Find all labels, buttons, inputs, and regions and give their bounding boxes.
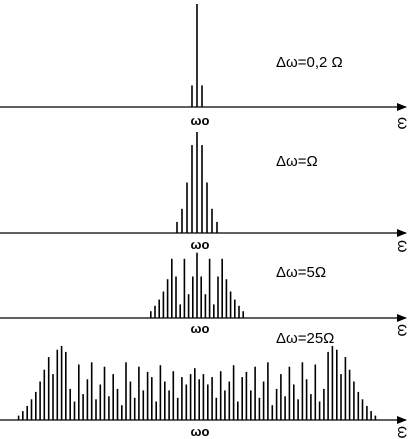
omega-axis-label: ω [394, 117, 411, 130]
center-frequency-label: ωo [191, 237, 210, 252]
center-frequency-label: ωo [191, 321, 210, 336]
center-frequency-label: ωo [191, 424, 210, 439]
omega-axis-label: ω [394, 426, 411, 439]
panel-4: ωo Δω=25Ω ω [0, 330, 411, 439]
spectral-lines [176, 132, 218, 233]
spectral-lines [17, 346, 377, 420]
delta-omega-label: Δω=25Ω [276, 330, 334, 347]
panel-2: ωo Δω=Ω ω [0, 132, 411, 253]
delta-omega-label: Δω=5Ω [276, 264, 326, 281]
delta-omega-label: Δω=0,2 Ω [276, 54, 343, 71]
omega-axis-label: ω [394, 240, 411, 253]
panel-3: ωo Δω=5Ω ω [0, 252, 411, 337]
spectral-lines [150, 252, 244, 318]
panel-1: ωo Δω=0,2 Ω ω [0, 4, 411, 130]
spectral-lines [191, 4, 203, 107]
omega-axis-label: ω [394, 324, 411, 337]
delta-omega-label: Δω=Ω [276, 153, 318, 170]
center-frequency-label: ωo [191, 113, 210, 128]
